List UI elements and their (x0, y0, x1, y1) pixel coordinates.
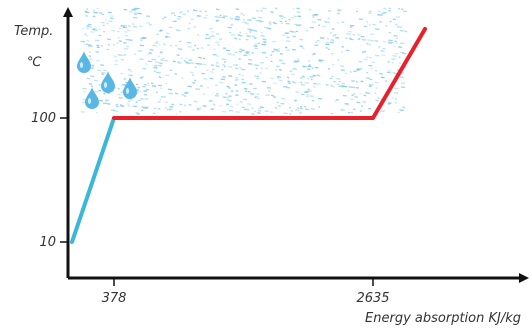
y-axis-label-line-2: ℃ (27, 55, 42, 70)
droplet-highlight (87, 98, 92, 104)
droplet-highlight (79, 62, 84, 68)
droplet-highlight (125, 88, 130, 94)
series-line-2 (112, 27, 427, 120)
x-tick-label: 378 (102, 291, 127, 306)
droplet-icon (85, 87, 99, 109)
x-tick-label: 2635 (356, 291, 389, 306)
x-axis-label: Energy absorption KJ/kg (365, 311, 521, 326)
series (70, 27, 427, 244)
droplet-icon (123, 77, 137, 99)
ticks: 10 100 378 2635 (31, 111, 389, 306)
droplet-highlight (103, 82, 108, 88)
y-tick-label: 100 (31, 111, 56, 126)
droplet-icon (101, 71, 115, 93)
droplet-icon (77, 51, 91, 73)
y-axis-label-line-1: Temp. (14, 24, 53, 39)
y-tick-label: 10 (39, 235, 56, 250)
water-droplets (77, 51, 137, 109)
series-line-1 (70, 116, 116, 244)
